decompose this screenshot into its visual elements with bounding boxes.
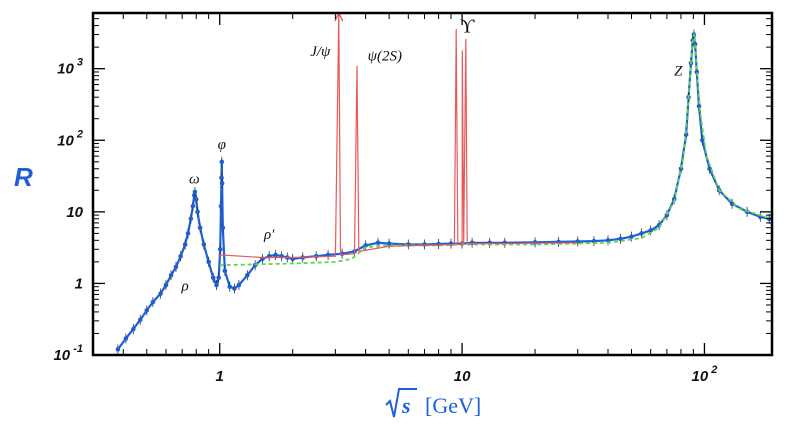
data-point <box>219 181 225 186</box>
resonance-label: ρ <box>181 278 189 294</box>
data-point <box>618 236 623 242</box>
data-point <box>218 203 224 209</box>
quark-model-curve <box>219 33 773 267</box>
data-point <box>696 103 702 109</box>
data-point <box>245 272 250 278</box>
resonance-label: ρ′ <box>263 227 275 243</box>
data-point <box>123 336 129 341</box>
data-point <box>173 264 179 270</box>
sqrt-symbol <box>385 388 417 418</box>
data-point <box>219 175 224 180</box>
data-point <box>214 282 219 288</box>
data-point <box>201 242 207 247</box>
resonance-label: ϒ <box>460 16 475 38</box>
data-point <box>629 234 634 239</box>
resonance-curve <box>219 12 578 259</box>
x-axis-label: s [GeV] <box>385 388 481 418</box>
data-point <box>137 317 143 323</box>
data-point <box>115 347 121 352</box>
x-tick-label: 1 <box>216 368 224 385</box>
data-point <box>168 272 174 278</box>
resonance-label: φ <box>218 137 226 153</box>
resonance-label: ω <box>189 171 200 187</box>
resonance-label: ψ(2S) <box>368 49 402 65</box>
data-point <box>273 252 278 258</box>
data-point <box>605 238 611 243</box>
data-point <box>163 282 169 288</box>
y-tick-label: 10 2 <box>57 128 83 149</box>
x-tick-label: 10 <box>454 368 471 385</box>
data-point <box>197 225 203 231</box>
data-series-layer <box>115 11 773 355</box>
data-point <box>158 291 163 296</box>
x-axis-unit: [GeV] <box>425 393 481 418</box>
data-point <box>195 209 200 215</box>
data-point <box>188 216 194 222</box>
data-point <box>216 275 221 281</box>
data-point <box>217 246 223 252</box>
data-point <box>193 196 199 202</box>
data-point <box>144 308 150 313</box>
data-line-measured <box>117 33 770 350</box>
y-axis-label: R <box>14 162 33 192</box>
data-point <box>206 259 211 265</box>
data-point <box>375 240 381 246</box>
data-point <box>178 253 183 259</box>
data-point <box>729 201 735 206</box>
data-point <box>236 282 242 288</box>
data-point <box>222 268 228 274</box>
resonance-label: J/ψ <box>310 44 331 60</box>
resonance-label: Z <box>674 64 683 80</box>
data-point <box>131 326 136 332</box>
y-tick-label: 10 3 <box>57 57 83 78</box>
x-axis-symbol: s <box>401 393 411 418</box>
data-point <box>219 159 225 165</box>
data-point <box>190 203 196 209</box>
data-point <box>664 212 670 218</box>
plot-frame <box>91 11 774 357</box>
data-point <box>220 225 226 231</box>
y-tick-label: 10 -1 <box>53 343 83 364</box>
y-tick-label: 10 <box>66 204 83 221</box>
data-point <box>192 189 198 195</box>
resonance-labels: ρ ω φ ρ′ J/ψ ψ(2S) ϒ Z <box>181 16 684 295</box>
data-point <box>182 242 188 247</box>
data-point <box>363 243 368 248</box>
data-point <box>232 286 237 291</box>
data-point <box>227 284 233 289</box>
data-point <box>150 299 156 305</box>
data-point <box>692 41 698 47</box>
data-point <box>648 228 653 233</box>
axes: 10 -1 1 10 10 2 10 3 1 10 10 2 <box>53 11 774 385</box>
y-tick-label: 1 <box>75 275 83 292</box>
data-point <box>191 193 197 198</box>
x-tick-label: 10 2 <box>692 364 718 385</box>
data-point <box>210 275 216 281</box>
data-point <box>639 231 644 236</box>
data-point <box>185 231 191 236</box>
